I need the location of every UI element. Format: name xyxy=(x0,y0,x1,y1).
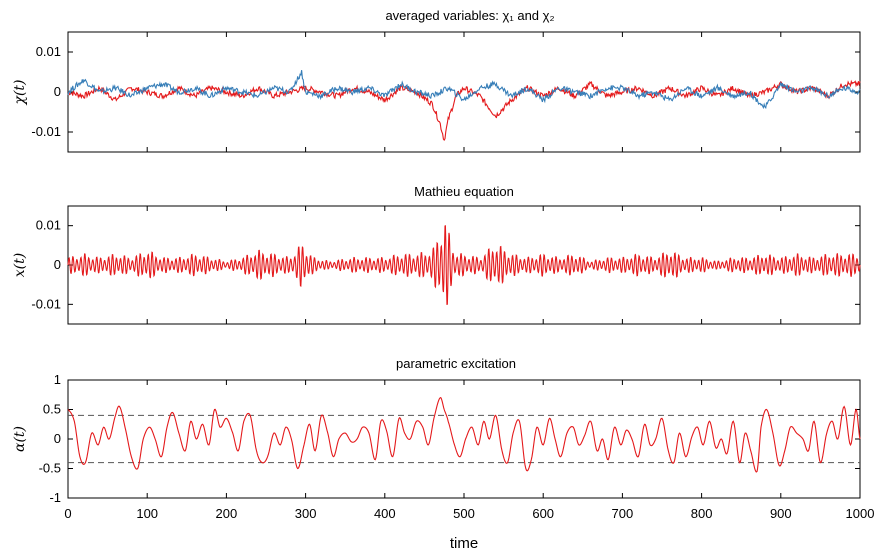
panel-mathieu-equation: Mathieu equation x(t) -0.01 0 0.01 xyxy=(12,184,861,325)
ytick-label: 0 xyxy=(54,257,61,272)
panel2-xticks xyxy=(67,206,861,324)
ytick-label: -1 xyxy=(49,490,61,505)
x-axis-label: time xyxy=(450,535,478,550)
ytick-label: -0.01 xyxy=(31,296,61,311)
panel1-series xyxy=(67,70,861,141)
xtick-label: 700 xyxy=(612,506,634,521)
panel3-frame xyxy=(67,379,861,499)
panel3-xticks: 0 100 200 300 400 500 600 700 800 900 1000 xyxy=(64,380,874,521)
panel3-series xyxy=(67,397,861,473)
xtick-label: 300 xyxy=(295,506,317,521)
xtick-label: 200 xyxy=(216,506,238,521)
panel1-title: averaged variables: χ₁ and χ₂ xyxy=(385,8,554,23)
panel3-title: parametric excitation xyxy=(396,356,516,371)
ytick-label: 0.01 xyxy=(36,218,61,233)
xtick-label: 800 xyxy=(691,506,713,521)
panel3-ylabel: α(t) xyxy=(12,426,28,452)
panel2-ylabel: x(t) xyxy=(12,253,28,277)
panel-averaged-variables: averaged variables: χ₁ and χ₂ χ(t) -0.01… xyxy=(12,8,861,153)
ytick-label: 0 xyxy=(54,84,61,99)
xtick-label: 500 xyxy=(453,506,475,521)
xtick-label: 0 xyxy=(64,506,71,521)
series-line-1 xyxy=(67,70,861,110)
xtick-label: 600 xyxy=(532,506,554,521)
panel1-xticks xyxy=(67,32,861,152)
ytick-label: 0 xyxy=(54,431,61,446)
panel2-title: Mathieu equation xyxy=(414,184,514,199)
ytick-label: 1 xyxy=(54,372,61,387)
xtick-label: 100 xyxy=(136,506,158,521)
panel2-series xyxy=(67,225,861,306)
ytick-label: 0.01 xyxy=(36,44,61,59)
panel1-ylabel: χ(t) xyxy=(12,79,28,105)
panel2-yticks: -0.01 0 0.01 xyxy=(31,218,860,311)
panel3-yticks: -1 -0.5 0 0.5 1 xyxy=(39,372,860,505)
panel3-reference-lines xyxy=(68,414,860,464)
series-line xyxy=(67,397,861,473)
ytick-label: -0.01 xyxy=(31,124,61,139)
xtick-label: 900 xyxy=(770,506,792,521)
xtick-label: 400 xyxy=(374,506,396,521)
xtick-label: 1000 xyxy=(846,506,875,521)
ytick-label: 0.5 xyxy=(43,402,61,417)
series-line-0 xyxy=(67,79,861,141)
ytick-label: -0.5 xyxy=(39,461,61,476)
panel-parametric-excitation: parametric excitation α(t) -1 -0.5 0 0.5 1 0… xyxy=(12,356,874,550)
series-line xyxy=(67,225,861,306)
